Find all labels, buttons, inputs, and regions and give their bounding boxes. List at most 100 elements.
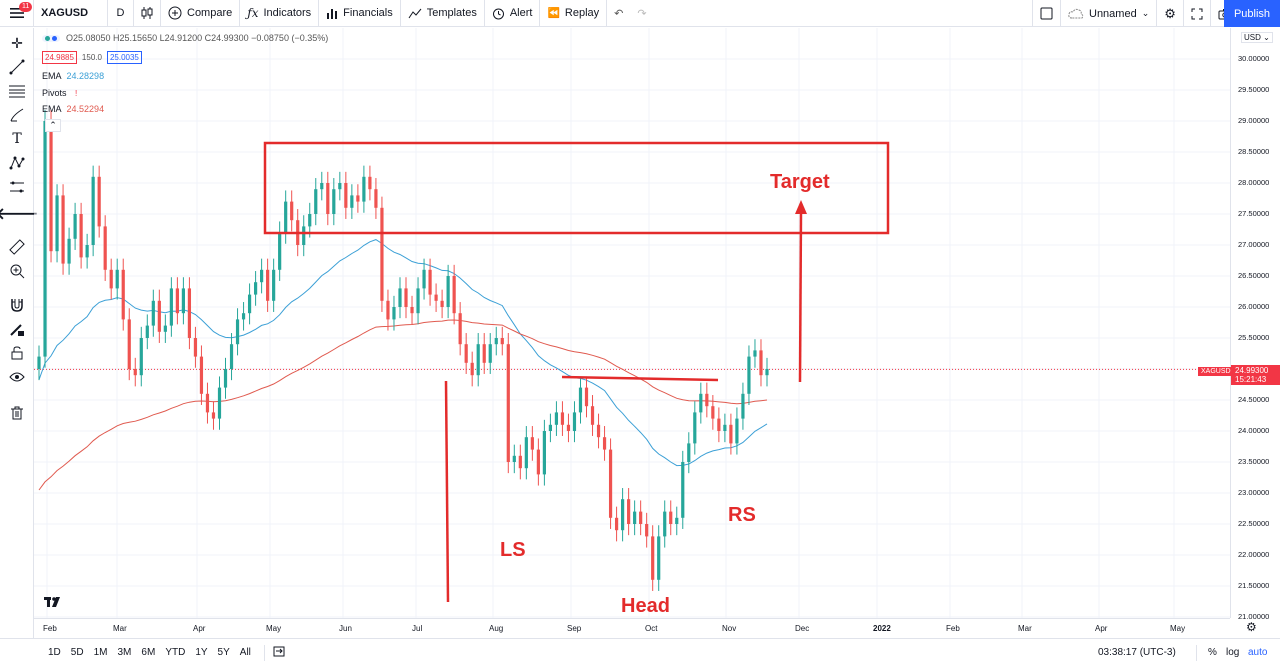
alert-button[interactable]: Alert [485,0,541,27]
tradingview-logo[interactable] [44,596,64,611]
candle-body [488,344,492,363]
fib-tool[interactable] [7,82,27,100]
zoom-tool[interactable] [7,262,27,280]
ruler-icon [9,239,25,255]
financials-button[interactable]: Financials [319,0,401,27]
range-button-5d[interactable]: 5D [70,647,84,658]
chart-pane[interactable]: O25.08050 H25.15650 L24.91200 C24.99300 … [34,28,1230,618]
percent-scale-toggle[interactable]: % [1208,647,1217,658]
hide-tool[interactable] [7,368,27,386]
notification-badge: 11 [19,1,33,12]
range-button-ytd[interactable]: YTD [165,647,186,658]
trash-icon [11,406,23,420]
lock-drawing-tool[interactable] [7,320,27,338]
main-menu-button[interactable]: 11 [0,0,34,27]
chart-style-button[interactable] [134,0,161,27]
range-button-5y[interactable]: 5Y [217,647,230,658]
candle-body [199,356,204,394]
price-chart[interactable] [34,28,1230,618]
candle-body [374,189,378,208]
compare-button[interactable]: Compare [161,0,241,27]
range-button-1y[interactable]: 1Y [195,647,208,658]
publish-button[interactable]: Publish [1224,0,1280,27]
neckline[interactable] [561,375,719,382]
layout-select-button[interactable] [1033,0,1061,27]
clock[interactable]: 03:38:17 (UTC-3) [1098,647,1176,658]
date-range-button[interactable] [273,645,285,660]
target-zone-rectangle[interactable] [263,141,890,235]
ruler-tool[interactable] [7,238,27,256]
candle-body [157,300,161,332]
collapse-legend-button[interactable]: ⌃ [45,119,61,132]
candle-body [518,455,522,469]
trend-line-tool[interactable] [7,58,27,76]
pattern-height-line[interactable] [444,380,450,603]
candle-body [446,276,450,307]
candle-body [675,517,679,524]
ema-slow-legend[interactable]: EMA 24.52294 [42,104,104,114]
candle-body [434,294,438,301]
ema-fast-legend[interactable]: EMA 24.28298 [42,71,104,81]
back-tool[interactable]: 🡐 [0,204,38,223]
sell-price-box[interactable]: 24.9885 [42,51,77,64]
candle-body [548,424,553,431]
settings-button[interactable]: ⚙ [1157,0,1184,27]
candle-body [320,183,324,190]
candle-body [55,195,59,252]
range-button-3m[interactable]: 3M [117,647,132,658]
remove-drawings-tool[interactable] [7,404,27,422]
candle-body [338,183,342,190]
candle-body [639,511,643,524]
pattern-tool[interactable] [7,154,27,172]
prediction-tool[interactable] [7,178,27,196]
log-scale-toggle[interactable]: log [1226,647,1240,658]
crosshair-icon: ✛ [11,34,23,51]
range-button-all[interactable]: All [239,647,251,658]
fib-retracement-icon [9,85,25,98]
lock-tool[interactable] [7,344,27,362]
target-projection-arrow[interactable] [798,211,803,383]
redo-icon: ↷ [637,7,647,20]
crosshair-tool[interactable]: ✛ [7,34,27,52]
replay-button[interactable]: ⏪ Replay [540,0,608,27]
candle-body [560,412,565,425]
redo-button[interactable]: ↷ [630,0,653,27]
price-tick-label: 26.50000 [1238,271,1270,280]
time-tick-label: May [1170,624,1186,633]
candle-body [530,437,534,450]
indicators-button[interactable]: ƒx Indicators [240,0,320,27]
price-tick-label: 23.50000 [1238,457,1270,466]
buy-price-box[interactable]: 25.0035 [106,51,142,64]
brush-tool[interactable] [7,106,27,124]
candle-body [404,288,408,307]
save-layout-button[interactable]: Unnamed ⌄ [1061,0,1158,27]
tv-logo-icon [44,597,60,607]
candle-body [314,189,318,214]
plus-circle-icon [168,6,182,20]
magnet-tool[interactable] [7,296,27,314]
symbol-search-button[interactable]: XAGUSD [34,0,108,27]
time-axis[interactable]: Feb Mar Apr May Jun Jul Aug Sep Oct Nov Dec 2022 Feb… [34,618,1230,638]
trend-line-icon [9,59,25,75]
range-button-1d[interactable]: 1D [48,647,61,658]
currency-selector[interactable]: USD ⌄ [1241,32,1273,43]
range-button-6m[interactable]: 6M [141,647,156,658]
pivots-legend[interactable]: Pivots ! [42,88,77,98]
axis-settings-button[interactable]: ⚙ [1246,620,1257,634]
candle-body [187,288,192,338]
candle-body [578,387,583,413]
candle-body [284,201,288,233]
fullscreen-button[interactable] [1184,0,1211,27]
brush-icon [10,108,24,122]
price-axis[interactable]: USD ⌄ 30.00000 29.50000 29.00000 28.50000 28… [1198,28,1280,621]
candle-body [699,393,703,413]
text-tool[interactable]: T [7,130,27,148]
interval-button[interactable]: D [108,0,134,27]
ema-slow-label: EMA [42,104,62,114]
range-button-1m[interactable]: 1M [93,647,108,658]
auto-scale-toggle[interactable]: auto [1248,647,1268,658]
templates-button[interactable]: Templates [401,0,485,27]
chevron-down-icon: ⌄ [1141,8,1150,18]
layout-name: Unnamed [1089,7,1137,20]
undo-button[interactable]: ↶ [607,0,630,27]
